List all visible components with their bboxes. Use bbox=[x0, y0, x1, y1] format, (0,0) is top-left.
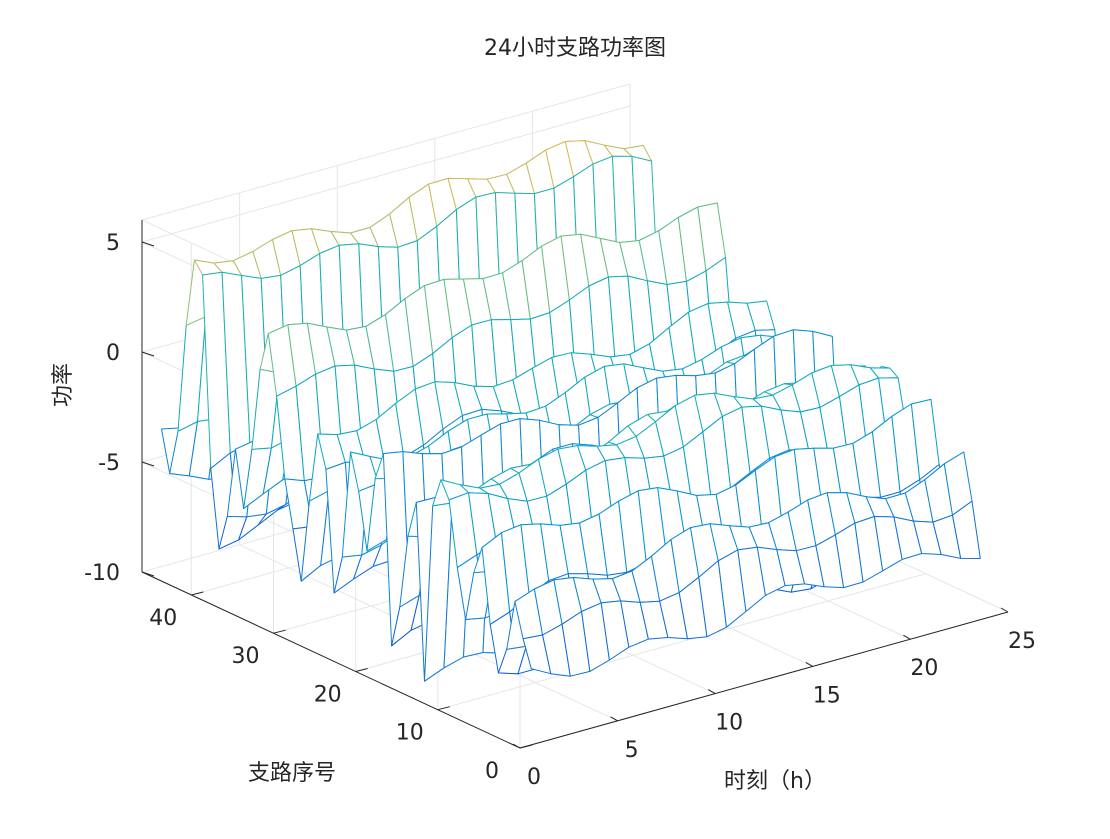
surface-mesh bbox=[161, 140, 981, 682]
z-tick-mark bbox=[141, 461, 155, 467]
x-tick-label: 25 bbox=[1008, 629, 1036, 654]
grid-line bbox=[437, 573, 926, 711]
z-tick-label: -5 bbox=[98, 451, 120, 476]
y-axis-label: 支路序号 bbox=[248, 761, 336, 786]
z-tick-mark bbox=[141, 571, 155, 577]
grid-line bbox=[141, 105, 631, 243]
x-tick-mark bbox=[707, 689, 716, 695]
x-tick-mark bbox=[1000, 607, 1009, 613]
y-tick-label: 10 bbox=[396, 721, 424, 746]
y-axis-line bbox=[141, 571, 521, 749]
y-tick-label: 20 bbox=[314, 683, 342, 708]
y-tick-mark bbox=[437, 706, 450, 711]
x-tick-label: 0 bbox=[527, 765, 541, 790]
z-tick-mark bbox=[141, 241, 155, 247]
x-tick-mark bbox=[512, 743, 521, 749]
y-tick-label: 30 bbox=[232, 644, 260, 669]
x-tick-label: 5 bbox=[625, 738, 639, 763]
x-axis-label: 时刻（h） bbox=[724, 769, 826, 794]
surface-cell bbox=[952, 500, 981, 559]
z-tick-label: 5 bbox=[106, 231, 120, 256]
y-tick-mark bbox=[273, 629, 286, 634]
z-tick-label: -10 bbox=[84, 561, 120, 586]
pane-edge bbox=[141, 83, 631, 221]
x-tick-mark bbox=[805, 661, 814, 667]
x-tick-label: 15 bbox=[813, 683, 841, 708]
y-tick-mark bbox=[355, 668, 368, 672]
y-tick-mark bbox=[519, 744, 533, 749]
y-tick-mark bbox=[191, 591, 204, 596]
x-tick-mark bbox=[610, 716, 618, 722]
z-axis-label: 功率 bbox=[51, 363, 76, 407]
z-tick-label: 0 bbox=[106, 341, 120, 366]
x-tick-label: 20 bbox=[910, 656, 938, 681]
x-tick-label: 10 bbox=[715, 711, 743, 736]
chart-title: 24小时支路功率图 bbox=[484, 36, 666, 61]
x-axis-line bbox=[519, 611, 1009, 749]
z-tick-mark bbox=[141, 351, 155, 357]
y-tick-label: 40 bbox=[149, 606, 177, 631]
axis-lines bbox=[141, 220, 1009, 749]
x-tick-mark bbox=[903, 634, 911, 640]
tick-labels: 0 5 10 15 20 25 0 10 20 30 40 -10 -5 0 5 bbox=[84, 231, 1036, 790]
y-tick-label: 0 bbox=[485, 759, 499, 784]
